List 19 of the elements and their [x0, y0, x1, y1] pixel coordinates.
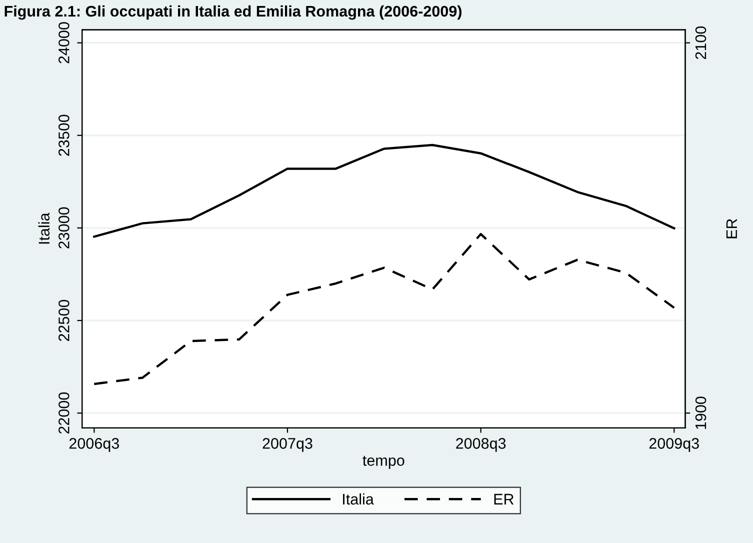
y-tick-label: 23000 [58, 207, 70, 248]
y2-axis-title: ER [726, 218, 737, 238]
y-tick-label: 23500 [58, 114, 70, 156]
chart-title: Figura 2.1: Gli occupati in Italia ed Emilia Romagna (2006-2009) [4, 5, 462, 20]
legend-label: ER [494, 494, 514, 504]
y-axis-title: Italia [38, 212, 50, 244]
line-series [93, 232, 676, 386]
y2-tick-label: 1900 [695, 396, 706, 429]
y2-tick-label: 2100 [695, 26, 706, 60]
y-tick-label: 24000 [58, 22, 70, 64]
x-tick-label: 2006q3 [69, 438, 119, 452]
line-series [93, 144, 676, 238]
x-tick-label: 2008q3 [456, 438, 506, 452]
x-tick-label: 2009q3 [649, 438, 699, 452]
y-tick-label: 22000 [58, 392, 70, 434]
y-tick-label: 22500 [58, 300, 70, 341]
x-tick-label: 2007q3 [262, 438, 312, 452]
x-axis-title: tempo [362, 456, 404, 469]
legend-label: Italia [343, 493, 374, 505]
